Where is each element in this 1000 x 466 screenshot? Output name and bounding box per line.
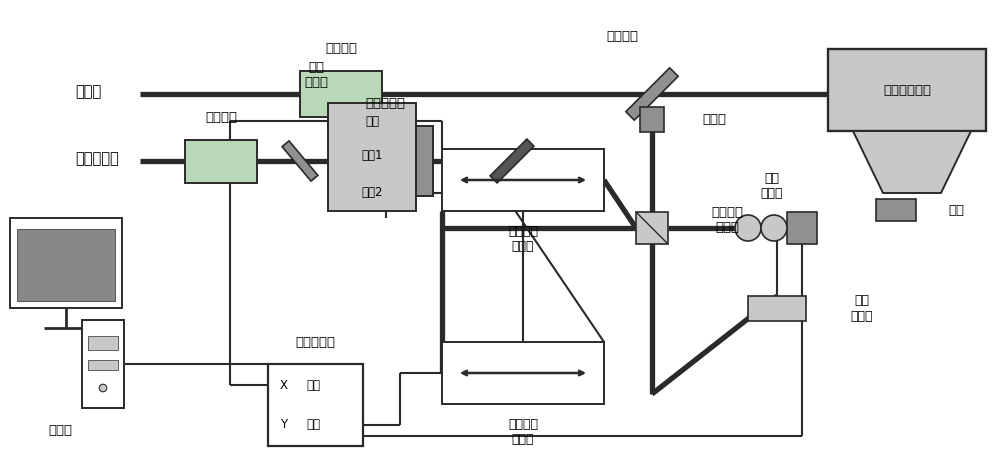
Text: Y: Y [280,418,287,431]
Bar [640,108,664,131]
Bar [828,49,986,131]
Bar [636,212,668,244]
Text: 参考: 参考 [365,115,379,128]
Bar [17,229,115,301]
Text: 样品: 样品 [948,204,964,217]
Text: 输出2: 输出2 [361,186,383,199]
Polygon shape [282,141,318,181]
Text: 输入: 输入 [306,418,320,431]
Circle shape [99,384,107,392]
Text: 斯托克斯光: 斯托克斯光 [75,151,119,166]
Polygon shape [853,131,971,193]
Bar [185,139,257,183]
Text: 短通
虑光片: 短通 虑光片 [851,295,873,322]
Bar [300,71,382,117]
Circle shape [735,215,761,241]
Text: 参考: 参考 [306,379,320,392]
Text: 第二光学
延迟线: 第二光学 延迟线 [508,418,538,446]
Bar [88,360,118,370]
Text: 半波片: 半波片 [702,113,726,126]
Polygon shape [626,68,678,120]
Bar [787,212,817,244]
Bar [876,199,916,221]
Text: 共聚焦显微镜: 共聚焦显微镜 [883,83,931,96]
Text: 第一光学
延迟线: 第一光学 延迟线 [508,225,538,253]
Text: 输出1: 输出1 [361,150,383,163]
Circle shape [761,215,787,241]
Bar [328,103,416,211]
Polygon shape [490,139,534,183]
Text: 啁啾介质: 啁啾介质 [205,111,237,124]
Bar [442,342,604,404]
Text: 泵浦光: 泵浦光 [75,84,101,100]
Text: X: X [280,379,288,392]
Text: 电光调制器: 电光调制器 [366,96,406,110]
Bar [88,336,118,350]
Text: 计算机: 计算机 [48,424,72,437]
Text: 二向色镜: 二向色镜 [606,29,638,42]
Text: 锁相放大器: 锁相放大器 [296,336,336,349]
Text: 信号
发生器: 信号 发生器 [304,61,328,89]
Text: 啁啾介质: 啁啾介质 [325,42,357,55]
Text: 光电
二极管: 光电 二极管 [761,172,783,200]
Bar [748,296,806,321]
Bar [442,149,604,211]
Bar [10,218,122,308]
Bar [268,364,363,446]
Bar [82,320,124,408]
Text: 偏振光束
分光器: 偏振光束 分光器 [711,206,743,234]
Bar [338,126,433,196]
